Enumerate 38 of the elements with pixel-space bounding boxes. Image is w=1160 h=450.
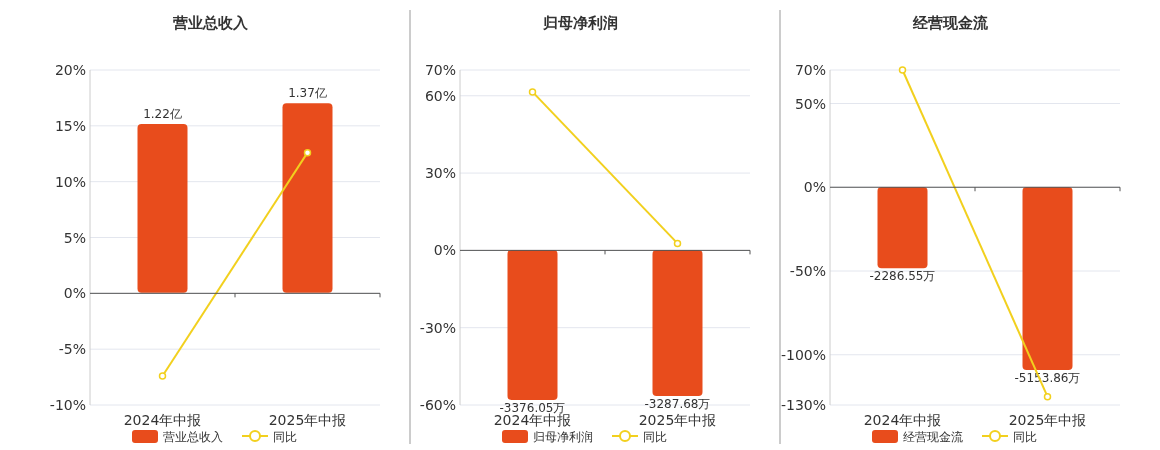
y-tick-label: 30% bbox=[424, 165, 456, 182]
y-tick-label: -10% bbox=[49, 397, 86, 413]
legend-label: 同比 bbox=[1013, 430, 1037, 444]
y-tick-label: 5% bbox=[63, 229, 86, 246]
legend-label: 同比 bbox=[643, 430, 667, 444]
y-tick-label: -5% bbox=[58, 341, 86, 358]
y-tick-label: -60% bbox=[419, 397, 456, 413]
y-tick-label: 50% bbox=[794, 95, 826, 112]
chart-title: 归母净利润 bbox=[541, 14, 618, 32]
y-tick-label: 60% bbox=[424, 87, 456, 104]
x-tick-label: 2025年中报 bbox=[1008, 412, 1087, 428]
legend-label: 营业总收入 bbox=[163, 430, 223, 444]
y-tick-label: 10% bbox=[54, 173, 86, 190]
y-tick-label: -30% bbox=[419, 319, 456, 336]
data-label: 1.37亿 bbox=[288, 86, 327, 101]
y-tick-label: 70% bbox=[794, 62, 826, 78]
x-tick-label: 2024年中报 bbox=[123, 412, 202, 428]
y-tick-label: -130% bbox=[780, 397, 826, 413]
y-tick-label: 20% bbox=[54, 62, 86, 78]
legend-label: 同比 bbox=[273, 430, 297, 444]
chart-title: 经营现金流 bbox=[911, 14, 989, 32]
x-tick-label: 2024年中报 bbox=[863, 412, 942, 428]
y-tick-label: -50% bbox=[789, 263, 826, 279]
y-tick-label: -100% bbox=[780, 346, 826, 363]
x-tick-label: 2025年中报 bbox=[638, 412, 717, 428]
data-label: -3287.68万 bbox=[644, 397, 711, 412]
data-label: -3376.05万 bbox=[499, 400, 566, 415]
y-tick-label: 70% bbox=[424, 62, 456, 78]
legend-label: 经营现金流 bbox=[903, 430, 963, 444]
y-tick-label: 15% bbox=[54, 117, 86, 134]
y-tick-label: 0% bbox=[803, 179, 826, 196]
y-tick-label: 0% bbox=[63, 285, 86, 302]
y-tick-label: 0% bbox=[433, 242, 456, 259]
data-label: -2286.55万 bbox=[869, 269, 936, 284]
chart-title: 营业总收入 bbox=[171, 14, 249, 32]
data-label: 1.22亿 bbox=[143, 106, 182, 121]
legend-label: 归母净利润 bbox=[533, 430, 593, 444]
x-tick-label: 2025年中报 bbox=[268, 412, 347, 428]
